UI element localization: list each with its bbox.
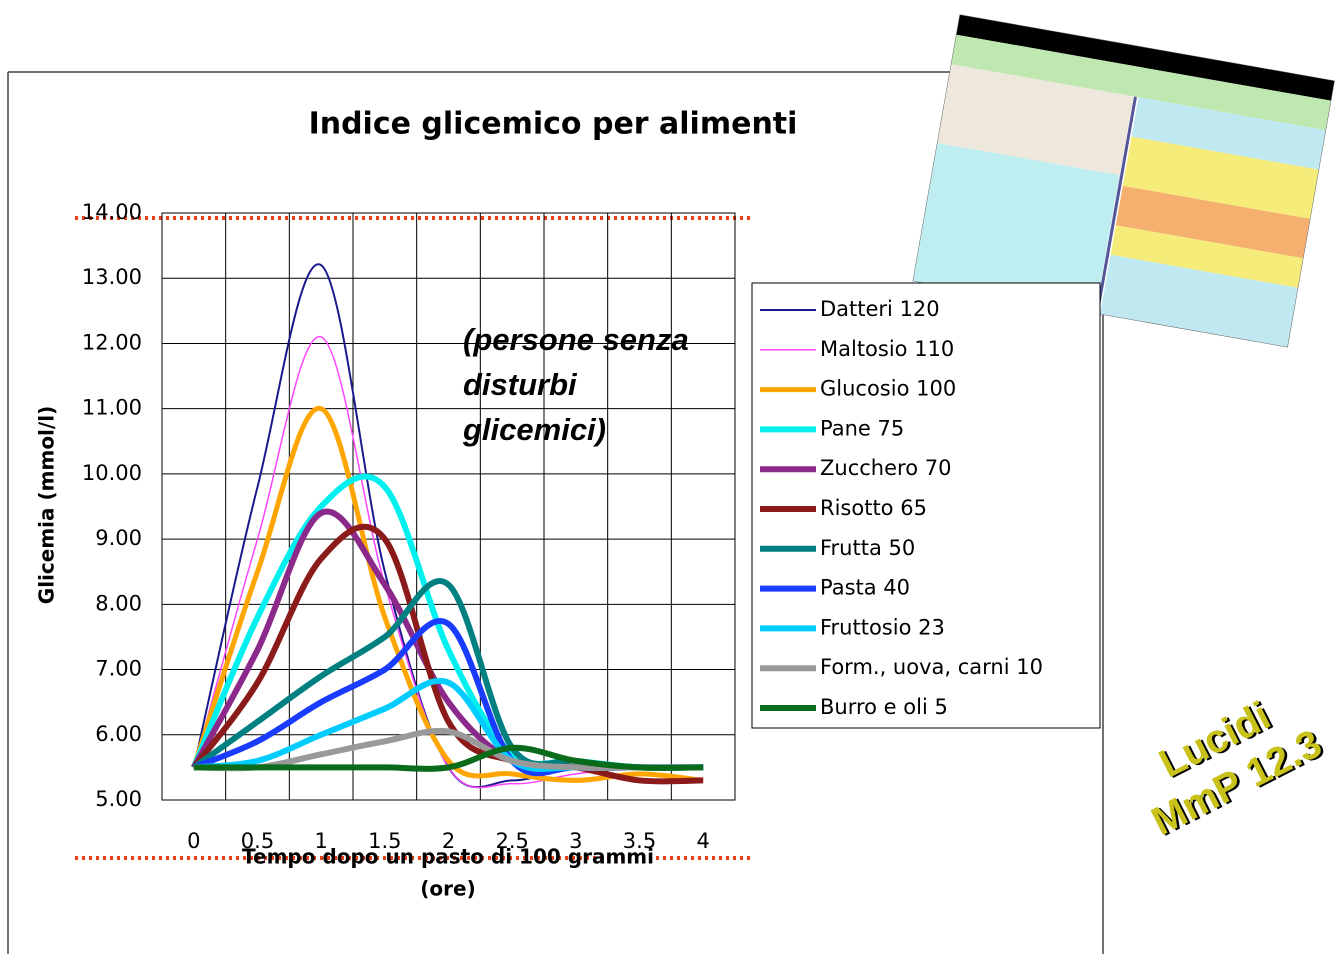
- annotation-line: (persone senza: [463, 322, 689, 357]
- legend-label: Zucchero 70: [820, 456, 951, 480]
- x-tick-label: 4: [696, 829, 709, 853]
- x-tick-label: 2.5: [495, 829, 528, 853]
- legend-label: Fruttosio 23: [820, 615, 945, 639]
- y-tick-label: 13.00: [82, 265, 142, 289]
- legend-label: Datteri 120: [820, 297, 940, 321]
- x-tick-label: 1.5: [368, 829, 401, 853]
- y-tick-label: 12.00: [82, 330, 142, 354]
- legend-label: Frutta 50: [820, 536, 915, 560]
- legend-label: Pane 75: [820, 416, 904, 440]
- y-tick-label: 6.00: [95, 722, 142, 746]
- y-tick-label: 5.00: [95, 787, 142, 811]
- y-tick-label: 14.00: [82, 200, 142, 224]
- x-tick-label: 3.5: [623, 829, 656, 853]
- x-tick-label: 2: [442, 829, 455, 853]
- legend-label: Burro e oli 5: [820, 695, 948, 719]
- slide: Indice glicemico per alimenti Glicemia (…: [0, 0, 1336, 954]
- x-tick-label: 3: [569, 829, 582, 853]
- x-tick-label: 0: [187, 829, 200, 853]
- y-tick-label: 9.00: [95, 526, 142, 550]
- x-tick-label: 0.5: [241, 829, 274, 853]
- y-axis-title: Glicemia (mmol/l): [35, 406, 59, 604]
- legend-label: Glucosio 100: [820, 377, 956, 401]
- y-tick-label: 8.00: [95, 591, 142, 615]
- y-tick-label: 10.00: [82, 461, 142, 485]
- legend-label: Form., uova, carni 10: [820, 655, 1043, 679]
- chart-title: Indice glicemico per alimenti: [309, 107, 798, 142]
- legend-label: Maltosio 110: [820, 337, 954, 361]
- annotation-line: glicemici): [462, 412, 606, 447]
- x-tick-label: 1: [314, 829, 327, 853]
- legend-label: Pasta 40: [820, 576, 910, 600]
- x-axis-title: (ore): [420, 877, 475, 901]
- y-tick-label: 11.00: [82, 396, 142, 420]
- y-tick-label: 7.00: [95, 657, 142, 681]
- legend-label: Risotto 65: [820, 496, 927, 520]
